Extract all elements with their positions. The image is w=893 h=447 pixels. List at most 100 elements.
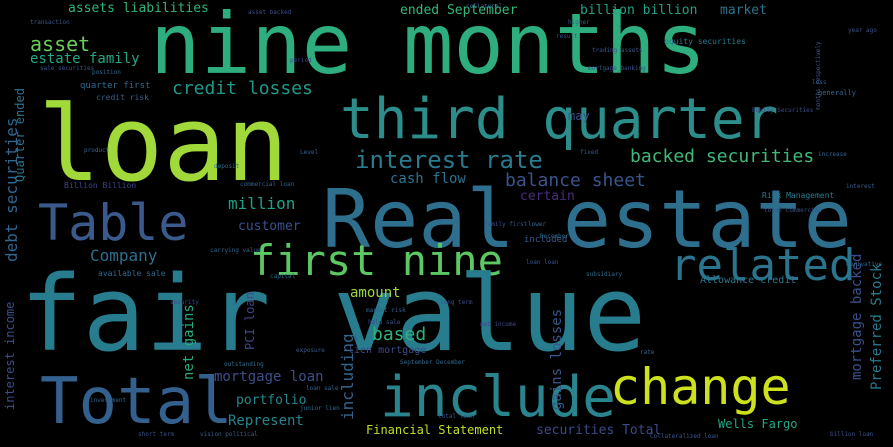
word: loan sale bbox=[306, 385, 339, 392]
word: mortgage backed bbox=[849, 253, 865, 380]
word: total commercial bbox=[764, 207, 822, 214]
word: asset backed bbox=[248, 9, 292, 16]
word: September December bbox=[400, 359, 466, 366]
word: net gains bbox=[181, 304, 197, 380]
word: backed securities bbox=[630, 146, 815, 167]
word: Table bbox=[38, 194, 189, 252]
word: change bbox=[610, 358, 791, 416]
word: short term bbox=[138, 431, 175, 438]
word: carrying value bbox=[210, 247, 261, 254]
word: cash flow bbox=[390, 171, 466, 187]
word: portfolio bbox=[236, 393, 307, 408]
word: subsidiary bbox=[586, 271, 623, 278]
word: transaction bbox=[30, 19, 70, 26]
word: gains losses bbox=[549, 308, 565, 410]
word: Wells Fargo bbox=[718, 417, 798, 431]
word: PCI loan bbox=[243, 292, 257, 350]
word: Represent bbox=[228, 413, 304, 429]
word: Quarter ended bbox=[13, 88, 27, 182]
word: total loan bbox=[438, 413, 475, 420]
word: Equity Securities bbox=[752, 107, 814, 114]
word: lien mortgage bbox=[348, 345, 427, 356]
word: interest bbox=[846, 183, 875, 190]
word: securities Total bbox=[536, 423, 662, 438]
word: long term bbox=[440, 299, 473, 306]
word: customer bbox=[238, 219, 301, 234]
word: third quarter bbox=[340, 87, 779, 152]
word: capital bbox=[270, 273, 296, 280]
word: assets liabilities bbox=[68, 1, 209, 16]
word: loan bbox=[38, 83, 289, 205]
word: family first bbox=[484, 221, 528, 228]
word: higher bbox=[568, 19, 590, 26]
word: period bbox=[290, 57, 312, 64]
word: first nine bbox=[250, 236, 503, 285]
word: position bbox=[92, 69, 121, 76]
word: held sale bbox=[368, 319, 401, 326]
word: based bbox=[372, 324, 427, 345]
word: sale securities bbox=[40, 65, 95, 72]
word: interest rate bbox=[355, 146, 543, 174]
word: nine months bbox=[150, 0, 707, 93]
word: Allowance credit bbox=[700, 275, 797, 286]
word: December bbox=[540, 233, 569, 240]
word: security bbox=[170, 299, 199, 306]
word: estate family bbox=[30, 51, 140, 67]
word: Preferred Stock bbox=[869, 263, 885, 390]
word: quarter first bbox=[80, 81, 151, 91]
word: billion loan bbox=[830, 431, 874, 438]
word: market risk bbox=[366, 307, 406, 314]
word: trading assets bbox=[592, 47, 643, 54]
word: rate bbox=[640, 349, 655, 356]
word: investment bbox=[90, 397, 127, 404]
word: net income bbox=[480, 321, 517, 328]
word: Company bbox=[90, 246, 158, 265]
word: result bbox=[556, 33, 578, 40]
word: include bbox=[380, 365, 617, 430]
word: million bbox=[228, 194, 296, 213]
word: Real estate bbox=[322, 173, 852, 266]
word: may bbox=[568, 109, 590, 123]
word: months respectively bbox=[815, 41, 822, 110]
word: Financial Statement bbox=[366, 423, 504, 437]
word: credit losses bbox=[172, 78, 313, 99]
word: year ago bbox=[848, 27, 877, 34]
word: outstanding bbox=[224, 361, 264, 368]
word: exposure bbox=[296, 347, 325, 354]
word: fair value bbox=[20, 253, 647, 375]
word: available sale bbox=[98, 269, 166, 278]
word: Billion Billion bbox=[64, 181, 137, 190]
word: credit risk bbox=[96, 93, 149, 102]
word: ended September bbox=[400, 3, 518, 18]
word: asset bbox=[30, 32, 91, 56]
word: loss bbox=[812, 79, 827, 86]
word: equity securities bbox=[664, 37, 746, 46]
word: deposit bbox=[214, 163, 240, 170]
word: balance sheet bbox=[505, 170, 646, 191]
word: junior lien bbox=[300, 405, 340, 412]
word: Collateralized loan bbox=[650, 433, 719, 440]
word: interest income bbox=[3, 301, 17, 410]
word: derivative bbox=[846, 261, 883, 268]
word: fixed bbox=[580, 149, 599, 156]
word: generally bbox=[818, 89, 856, 97]
word: increase bbox=[818, 151, 847, 158]
word: billion billion bbox=[580, 3, 698, 18]
word: certain bbox=[520, 189, 575, 204]
word: market bbox=[720, 3, 767, 18]
word: vision political bbox=[200, 431, 258, 438]
word: product bbox=[84, 147, 110, 154]
word: mortgage banking bbox=[588, 65, 646, 72]
word: Total bbox=[40, 365, 233, 439]
word: Level bbox=[300, 149, 319, 156]
word: amount bbox=[350, 285, 401, 301]
word: collateral bbox=[466, 3, 503, 10]
word: included bbox=[524, 235, 568, 245]
word: related bbox=[670, 240, 856, 291]
word: Risk Management bbox=[762, 191, 835, 200]
word: loan loan bbox=[526, 259, 559, 266]
word: commercial loan bbox=[240, 181, 295, 188]
word: mortgage loan bbox=[214, 369, 324, 385]
word: lower bbox=[528, 221, 547, 228]
